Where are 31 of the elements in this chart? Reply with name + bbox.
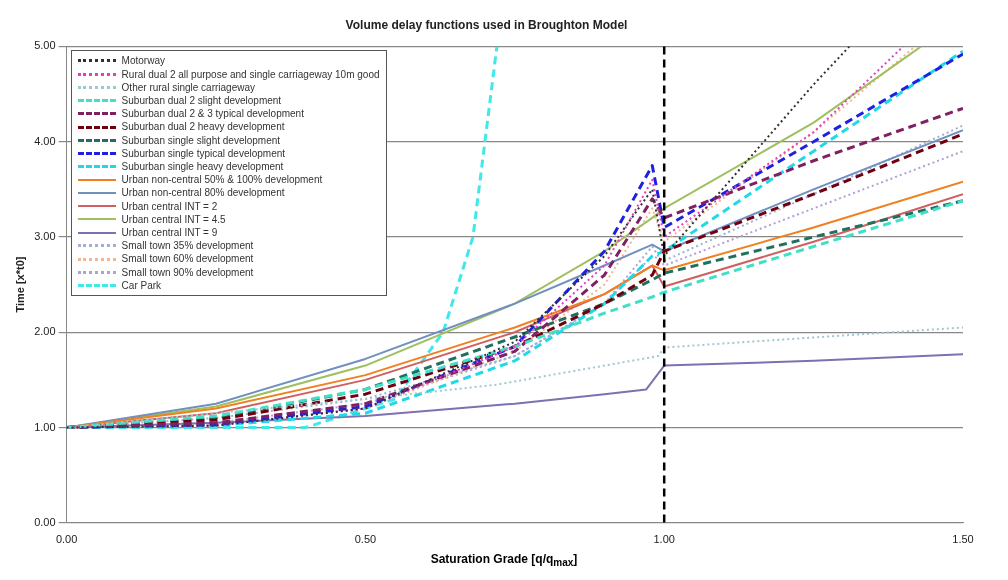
legend-label: Suburban dual 2 heavy development	[121, 120, 285, 134]
y-tick-label: 0.00	[34, 515, 56, 528]
legend-label: Motorway	[121, 54, 165, 68]
legend-label: Suburban single heavy development	[121, 160, 284, 174]
x-tick-label: 1.00	[653, 533, 675, 546]
chart-title: Volume delay functions used in Broughton Model	[345, 17, 628, 32]
legend-label: Suburban single typical development	[121, 146, 286, 161]
y-tick-label: 2.00	[34, 325, 56, 338]
legend-label: Other rural single carriageway	[121, 80, 255, 94]
legend-label: Suburban dual 2 & 3 typical development	[121, 107, 304, 121]
legend-label: Urban non-central 50% & 100% development	[121, 173, 323, 187]
legend-label: Suburban single slight development	[121, 133, 281, 147]
y-tick-label: 5.00	[34, 39, 56, 52]
legend-label: Small town 90% development	[121, 265, 254, 279]
legend-label: Suburban dual 2 slight development	[121, 94, 282, 108]
x-axis-title: Saturation Grade [q/q$_{max}$]	[429, 552, 579, 569]
x-tick-label: 0.00	[55, 533, 78, 546]
legend-label: Urban non-central 80% development	[121, 186, 285, 200]
legend-label: Rural dual 2 all purpose and single carriageway 10m good	[121, 67, 380, 81]
y-tick-label: 4.00	[34, 134, 56, 147]
x-tick-label: 1.50	[952, 533, 974, 546]
legend-label: Car Park	[121, 278, 162, 293]
y-tick-label: 1.00	[34, 420, 56, 433]
legend-label: Urban central INT = 9	[121, 226, 218, 240]
legend-label: Small town 60% development	[121, 252, 254, 266]
x-tick-label: 0.50	[354, 533, 377, 546]
legend-label: Urban central INT = 4.5	[121, 212, 226, 227]
legend-label: Urban central INT = 2	[121, 199, 218, 213]
y-axis-title: Time [x*t0]	[13, 256, 26, 313]
y-tick-label: 3.00	[34, 229, 56, 242]
legend-label: Small town 35% development	[121, 239, 254, 253]
